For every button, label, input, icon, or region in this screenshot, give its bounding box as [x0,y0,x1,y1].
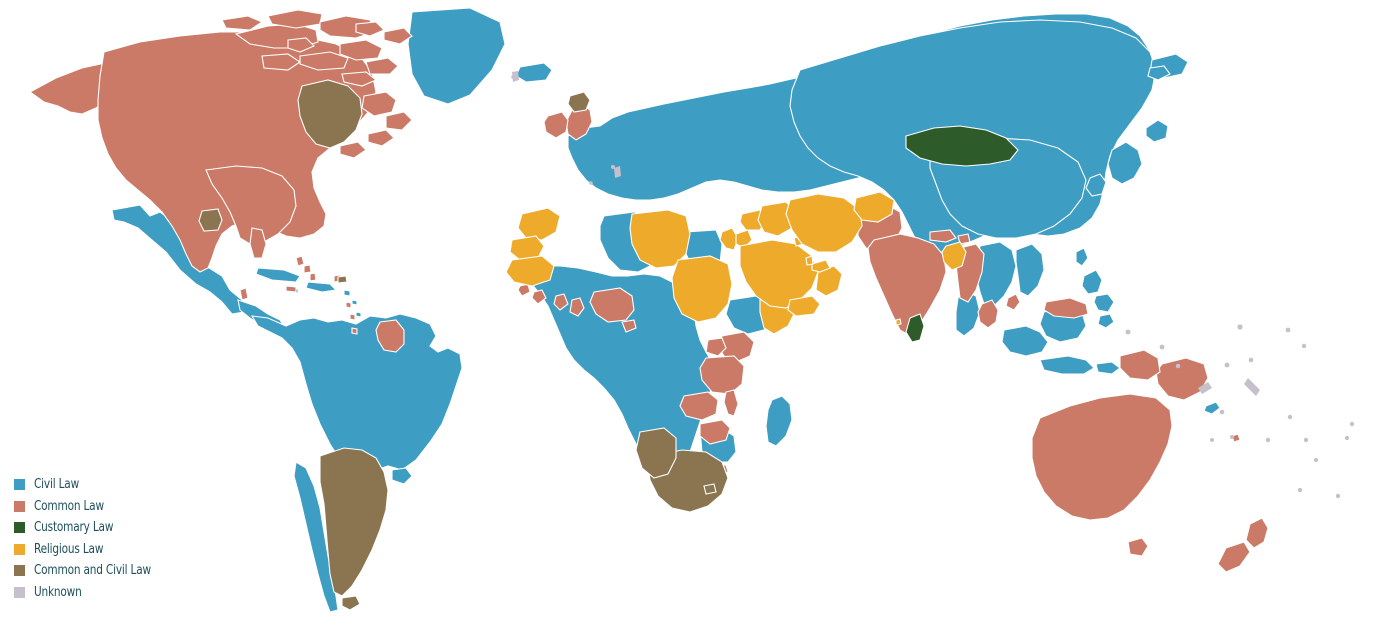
legend-item-civil-law[interactable]: Civil Law [14,474,244,496]
legend-swatch-common-and-civil-law [14,565,25,577]
legend-item-unknown[interactable]: Unknown [14,582,244,604]
legend-label-unknown: Unknown [34,584,82,600]
region-group-unknown [511,71,1355,499]
legend-item-common-and-civil-law[interactable]: Common and Civil Law [14,560,244,582]
legend-swatch-unknown [14,586,25,598]
legend-label-religious-law: Religious Law [34,541,104,557]
legend-label-civil-law: Civil Law [34,477,79,493]
legend-item-religious-law[interactable]: Religious Law [14,539,244,561]
legend-swatch-common-law [14,500,25,512]
legend-label-common-and-civil-law: Common and Civil Law [34,563,151,579]
region-group-religious-law [505,191,967,335]
legend: Civil Law Common Law Customary Law Relig… [14,474,244,603]
region-group-common-and-civil-law [198,79,729,611]
legend-swatch-customary-law [14,522,25,534]
legend-swatch-civil-law [14,479,25,491]
legend-label-customary-law: Customary Law [34,520,114,536]
legend-item-common-law[interactable]: Common Law [14,496,244,518]
legend-item-customary-law[interactable]: Customary Law [14,517,244,539]
legend-label-common-law: Common Law [34,498,104,514]
region-group-customary-law [905,125,1019,343]
legend-swatch-religious-law [14,543,25,555]
